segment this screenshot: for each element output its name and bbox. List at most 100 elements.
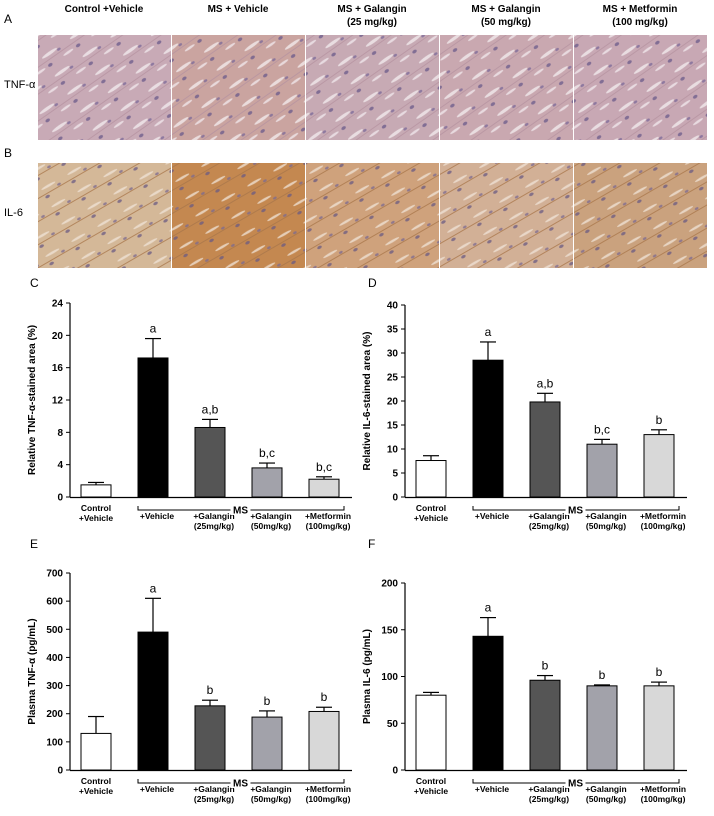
y-tick-label: 700 bbox=[46, 569, 63, 580]
x-tick-label: (25mg/kg) bbox=[529, 521, 569, 531]
bar bbox=[472, 359, 504, 498]
group-label: MS bbox=[233, 506, 248, 517]
y-tick-label: 24 bbox=[52, 299, 64, 310]
significance-label: b bbox=[599, 668, 606, 682]
panel-label: E bbox=[30, 537, 38, 551]
group-label: MS bbox=[233, 779, 248, 790]
bar bbox=[80, 484, 112, 498]
x-tick-label: +Vehicle bbox=[475, 511, 510, 521]
significance-label: a bbox=[150, 322, 157, 336]
significance-label: b,c bbox=[316, 460, 332, 474]
y-tick-label: 10 bbox=[387, 445, 399, 456]
bar bbox=[308, 710, 340, 771]
micrograph-texture bbox=[38, 35, 171, 140]
bar bbox=[251, 716, 283, 771]
bar bbox=[586, 443, 618, 498]
bar bbox=[137, 631, 169, 771]
y-tick-label: 0 bbox=[57, 493, 63, 504]
bar bbox=[415, 460, 447, 498]
significance-label: b bbox=[542, 659, 549, 673]
x-tick-label: +Galangin bbox=[585, 511, 626, 521]
panel-label: A bbox=[4, 12, 12, 26]
bar bbox=[251, 467, 283, 498]
micrograph-texture bbox=[38, 163, 171, 268]
y-tick-label: 200 bbox=[381, 579, 398, 590]
bar bbox=[308, 478, 340, 498]
row-label: IL-6 bbox=[4, 207, 23, 219]
micrograph-texture bbox=[172, 35, 305, 140]
panel-label: C bbox=[30, 276, 39, 290]
x-tick-label: +Vehicle bbox=[140, 511, 175, 521]
y-tick-label: 150 bbox=[381, 625, 398, 636]
x-tick-label: +Galangin bbox=[250, 511, 291, 521]
micrograph-grid: A TNF-α B IL-6 Control +Vehicle MS + Vehi… bbox=[4, 4, 707, 268]
x-tick-label: (50mg/kg) bbox=[251, 521, 291, 531]
column-header: (50 mg/kg) bbox=[481, 17, 531, 28]
group-label-bg bbox=[565, 778, 586, 788]
micrograph-texture bbox=[440, 35, 573, 140]
charts: C 0 4 8 12 16 20 24 Relative TNF-α-stained area … bbox=[27, 276, 687, 804]
micrograph-texture bbox=[440, 163, 573, 268]
x-tick-label: +Galangin bbox=[528, 784, 569, 794]
bar bbox=[529, 401, 561, 498]
micrograph-texture bbox=[574, 35, 707, 140]
x-tick-label: (50mg/kg) bbox=[251, 794, 291, 804]
group-label-bg bbox=[230, 505, 251, 515]
bar bbox=[529, 679, 561, 771]
y-tick-label: 400 bbox=[46, 653, 63, 664]
panel-label: B bbox=[4, 146, 12, 160]
significance-label: b bbox=[321, 690, 328, 704]
x-tick-label: (25mg/kg) bbox=[194, 521, 234, 531]
panel-label: D bbox=[368, 276, 377, 290]
significance-label: a bbox=[150, 581, 157, 595]
row-label: TNF-α bbox=[4, 79, 36, 91]
x-tick-label: +Metformin bbox=[640, 511, 686, 521]
x-tick-label: (100mg/kg) bbox=[641, 794, 686, 804]
bar bbox=[586, 685, 618, 771]
x-tick-label: +Galangin bbox=[193, 784, 234, 794]
column-header: MS + Metformin bbox=[603, 4, 678, 15]
micrograph-texture bbox=[172, 163, 305, 268]
y-tick-label: 4 bbox=[57, 460, 63, 471]
significance-label: b bbox=[207, 683, 214, 697]
micrograph-texture bbox=[574, 163, 707, 268]
significance-label: a bbox=[485, 601, 492, 615]
y-tick-label: 50 bbox=[387, 719, 399, 730]
x-tick-label: Control bbox=[81, 503, 111, 513]
x-tick-label: +Vehicle bbox=[140, 784, 175, 794]
y-tick-label: 5 bbox=[392, 469, 398, 480]
x-tick-label: +Vehicle bbox=[475, 784, 510, 794]
y-tick-label: 20 bbox=[52, 331, 64, 342]
group-label: MS bbox=[568, 506, 583, 517]
x-tick-label: +Galangin bbox=[528, 511, 569, 521]
significance-label: b bbox=[656, 665, 663, 679]
y-tick-label: 300 bbox=[46, 681, 63, 692]
y-tick-label: 100 bbox=[381, 672, 398, 683]
y-axis-label: Plasma TNF-α (pg/mL) bbox=[27, 618, 38, 724]
x-tick-label: +Metformin bbox=[305, 784, 351, 794]
x-tick-label: Control bbox=[416, 503, 446, 513]
x-tick-label: Control bbox=[416, 776, 446, 786]
y-tick-label: 0 bbox=[392, 766, 398, 777]
y-tick-label: 200 bbox=[46, 709, 63, 720]
significance-label: a,b bbox=[537, 376, 554, 390]
column-header: Control +Vehicle bbox=[65, 4, 144, 15]
y-tick-label: 35 bbox=[387, 325, 399, 336]
significance-label: a bbox=[485, 325, 492, 339]
x-tick-label: +Vehicle bbox=[414, 513, 449, 523]
y-tick-label: 15 bbox=[387, 421, 399, 432]
y-tick-label: 30 bbox=[387, 349, 399, 360]
group-label-bg bbox=[230, 778, 251, 788]
significance-label: b bbox=[656, 413, 663, 427]
significance-label: b,c bbox=[594, 422, 610, 436]
y-tick-label: 0 bbox=[57, 766, 63, 777]
x-tick-label: +Galangin bbox=[193, 511, 234, 521]
y-tick-label: 12 bbox=[52, 396, 64, 407]
y-tick-label: 100 bbox=[46, 737, 63, 748]
x-tick-label: (100mg/kg) bbox=[306, 521, 351, 531]
x-tick-label: (25mg/kg) bbox=[194, 794, 234, 804]
x-tick-label: (50mg/kg) bbox=[586, 521, 626, 531]
bar bbox=[472, 635, 504, 771]
